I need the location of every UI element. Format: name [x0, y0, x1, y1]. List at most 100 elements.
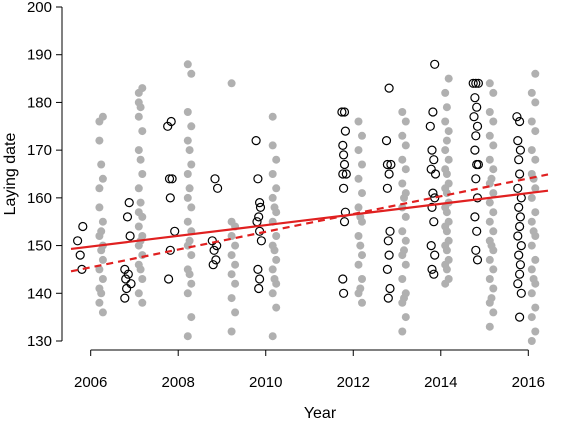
data-point-open-black — [383, 236, 393, 246]
y-tick-label: 180 — [27, 94, 52, 111]
data-point-filled-grey — [98, 174, 107, 183]
data-point-filled-grey — [358, 131, 366, 140]
data-point-open-black — [256, 236, 266, 246]
data-point-filled-grey — [268, 193, 277, 202]
data-point-open-black — [470, 93, 480, 103]
series-filled-grey — [95, 60, 540, 345]
y-tick-label: 150 — [27, 238, 52, 255]
data-point-filled-grey — [227, 79, 236, 88]
data-point-filled-grey — [489, 227, 498, 236]
data-point-filled-grey — [134, 222, 143, 231]
data-point-open-black — [512, 112, 522, 122]
data-point-open-black — [164, 274, 174, 284]
data-point-filled-grey — [138, 212, 147, 221]
data-point-filled-grey — [531, 155, 540, 164]
data-point-filled-grey — [444, 255, 453, 264]
data-point-filled-grey — [183, 60, 192, 69]
data-point-open-black — [514, 169, 525, 179]
data-point-open-black — [121, 274, 131, 284]
data-point-filled-grey — [401, 165, 410, 174]
data-point-filled-grey — [441, 88, 450, 97]
data-point-open-black — [471, 174, 481, 184]
data-point-filled-grey — [95, 298, 104, 307]
data-point-filled-grey — [187, 203, 196, 212]
data-point-filled-grey — [231, 279, 240, 288]
data-point-open-black — [126, 279, 136, 289]
data-point-filled-grey — [400, 294, 408, 303]
data-point-filled-grey — [272, 184, 281, 193]
plot-area — [72, 59, 540, 345]
data-point-open-black — [385, 226, 395, 236]
y-ticks: 130 140 150 160 170 180 190 200 — [27, 0, 62, 350]
data-point-open-black — [427, 264, 437, 274]
data-point-filled-grey — [185, 236, 194, 245]
data-point-open-black — [430, 250, 440, 260]
trend-line-dashed — [70, 173, 549, 273]
data-point-filled-grey — [398, 108, 407, 116]
data-point-open-black — [255, 274, 265, 284]
data-point-filled-grey — [527, 265, 536, 274]
data-point-filled-grey — [527, 117, 536, 126]
data-point-filled-grey — [136, 155, 145, 164]
data-point-open-black — [337, 107, 347, 117]
data-point-open-black — [207, 236, 217, 246]
data-point-open-black — [338, 274, 348, 284]
data-point-open-black — [339, 159, 350, 170]
data-point-filled-grey — [442, 208, 451, 217]
data-point-filled-grey — [531, 98, 540, 107]
data-point-filled-grey — [398, 131, 407, 140]
data-point-open-black — [470, 145, 480, 155]
data-point-filled-grey — [485, 322, 494, 331]
data-point-filled-grey — [401, 212, 410, 221]
data-point-open-black — [429, 155, 439, 165]
data-point-open-black — [472, 255, 483, 265]
data-point-filled-grey — [97, 289, 106, 298]
data-point-filled-grey — [134, 146, 143, 155]
data-point-filled-grey — [354, 146, 363, 155]
data-point-filled-grey — [531, 69, 540, 78]
data-point-open-black — [341, 169, 351, 179]
x-ticks: 2006 2008 2010 2012 2014 2016 — [74, 350, 545, 391]
data-point-filled-grey — [531, 127, 540, 136]
data-point-filled-grey — [231, 260, 240, 269]
trend-lines — [70, 173, 549, 273]
data-point-open-black — [121, 283, 132, 294]
data-point-filled-grey — [354, 203, 363, 212]
data-point-filled-grey — [358, 160, 366, 169]
data-point-open-black — [514, 116, 525, 127]
data-point-filled-grey — [95, 136, 104, 145]
data-point-open-black — [122, 212, 133, 222]
data-point-open-black — [339, 150, 349, 160]
data-point-open-black — [167, 174, 177, 184]
data-point-open-black — [124, 198, 134, 208]
y-axis-title: Laying date — [2, 133, 19, 216]
data-point-open-black — [209, 245, 219, 255]
data-point-filled-grey — [489, 308, 498, 317]
data-point-filled-grey — [489, 165, 498, 174]
data-point-open-black — [339, 288, 349, 298]
y-tick-label: 160 — [27, 190, 52, 207]
data-point-open-black — [516, 241, 526, 251]
data-point-open-black — [469, 112, 479, 122]
data-point-filled-grey — [485, 275, 494, 283]
data-point-filled-grey — [354, 117, 363, 126]
data-point-filled-grey — [489, 189, 498, 198]
data-point-open-black — [253, 174, 263, 184]
data-point-open-black — [472, 226, 482, 236]
data-point-filled-grey — [231, 308, 240, 317]
data-point-filled-grey — [187, 251, 196, 260]
data-point-filled-grey — [527, 289, 536, 298]
data-point-filled-grey — [272, 303, 281, 312]
data-point-filled-grey — [268, 170, 277, 178]
data-point-filled-grey — [444, 155, 453, 164]
data-point-filled-grey — [489, 117, 498, 126]
data-point-filled-grey — [442, 136, 451, 145]
data-point-open-black — [426, 164, 436, 174]
data-point-filled-grey — [444, 127, 453, 136]
data-point-open-black — [208, 260, 218, 270]
data-point-filled-grey — [272, 255, 281, 264]
data-point-filled-grey — [136, 103, 145, 112]
data-point-open-black — [211, 255, 221, 265]
data-point-filled-grey — [183, 289, 192, 298]
data-point-filled-grey — [183, 332, 192, 341]
